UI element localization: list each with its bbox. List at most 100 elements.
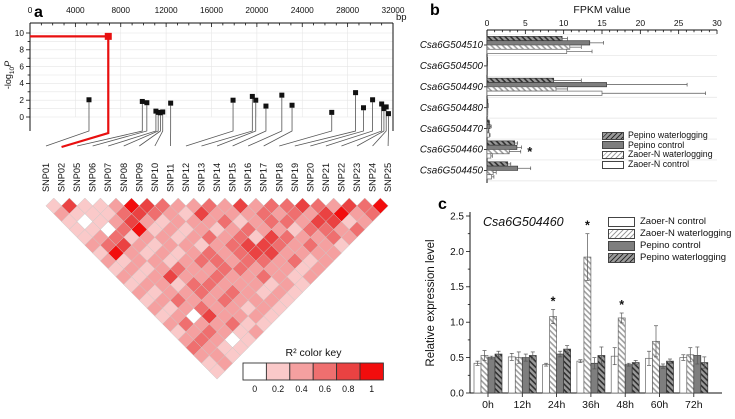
expression-y-axis-label: Relative expression level xyxy=(425,239,437,367)
snp-leader-line xyxy=(247,97,283,147)
expression-legend-swatch xyxy=(608,241,635,251)
fpkm-bar xyxy=(486,123,491,129)
snp-label: SNP22 xyxy=(336,163,346,192)
fpkm-bar xyxy=(486,165,519,171)
fpkm-legend-swatch xyxy=(602,131,624,140)
snp-leader-line xyxy=(123,114,159,147)
fpkm-bar xyxy=(486,140,515,146)
fpkm-legend-swatch xyxy=(602,141,624,150)
expression-bar xyxy=(576,360,585,394)
gene-label: Csa6G504490 xyxy=(420,82,484,93)
snp-label: SNP17 xyxy=(259,163,269,192)
snp-marker xyxy=(144,100,150,106)
x-axis-tick-label: 20 xyxy=(636,18,646,28)
snp-leader-line xyxy=(77,103,143,147)
x-axis-tick-label: 24h xyxy=(548,399,566,411)
fpkm-chart-title: FPKM value xyxy=(573,4,631,16)
gene-label: Csa6G504480 xyxy=(420,103,484,114)
snp-label: SNP25 xyxy=(383,163,393,192)
significance-star: * xyxy=(585,219,590,233)
expression-legend-item: Zaoer-N waterlogging xyxy=(608,228,731,240)
x-axis-tick-label: 32000 xyxy=(381,5,404,15)
snp-leader-line xyxy=(341,106,383,147)
expression-legend-swatch xyxy=(608,253,635,263)
expression-legend-item: Pepino control xyxy=(608,240,731,252)
x-axis-tick-label: 15 xyxy=(597,18,607,28)
fpkm-bar xyxy=(486,174,492,180)
snp-label: SNP12 xyxy=(181,163,191,192)
gene-label: Csa6G504500 xyxy=(420,61,484,72)
snp-marker xyxy=(249,93,255,99)
snp-marker xyxy=(370,97,376,103)
expression-bar xyxy=(473,362,482,394)
fpkm-legend-label: Zaoer-N control xyxy=(628,158,690,169)
color-key-swatch xyxy=(265,362,291,381)
fpkm-legend-swatch xyxy=(602,150,624,159)
x-axis-tick-label: 36h xyxy=(582,399,600,411)
fpkm-bar xyxy=(486,36,563,42)
snp-label: SNP09 xyxy=(134,163,144,192)
x-axis-tick-label: 48h xyxy=(616,399,634,411)
fpkm-bar xyxy=(486,107,489,113)
fpkm-legend-swatch xyxy=(602,160,624,169)
fpkm-bar xyxy=(486,161,509,167)
x-axis-tick-label: 30 xyxy=(712,18,722,28)
y-axis-tick-label: 4 xyxy=(19,78,24,88)
y-axis-tick-label: 0 xyxy=(19,112,24,122)
snp-label: SNP05 xyxy=(72,163,82,192)
color-key-swatch xyxy=(242,362,267,381)
snp-leader-line xyxy=(216,102,257,147)
fpkm-bar xyxy=(486,103,489,109)
snp-leader-line xyxy=(279,114,333,147)
ylabel-variable: P xyxy=(3,60,13,67)
fpkm-bar xyxy=(486,40,591,46)
fpkm-bar xyxy=(486,86,557,92)
x-axis-tick-label: 0 xyxy=(485,18,490,28)
expression-legend-swatch xyxy=(608,229,635,239)
color-key-label: 0.6 xyxy=(319,384,331,394)
y-axis-tick-label: 10 xyxy=(15,28,25,38)
ylabel-subscript: 10 xyxy=(8,66,16,75)
expression-bar xyxy=(542,364,550,394)
panel-b-letter: b xyxy=(430,2,440,19)
snp-label: SNP11 xyxy=(165,164,175,192)
expression-bar xyxy=(521,357,530,394)
x-axis-tick-label: 5 xyxy=(523,18,528,28)
snp-label: SNP20 xyxy=(305,163,315,192)
fpkm-legend-label: Pepino waterlogging xyxy=(628,130,708,140)
gene-label: Csa6G504510 xyxy=(420,40,484,51)
bp-axis-unit-label: bp xyxy=(396,12,407,23)
significance-star: * xyxy=(619,298,624,312)
expression-legend-label: Pepino control xyxy=(640,240,701,251)
snp-marker xyxy=(86,97,92,103)
snp-label: SNP24 xyxy=(368,163,378,192)
fpkm-bar xyxy=(486,82,607,88)
gene-label: Csa6G504450 xyxy=(420,166,484,177)
y-axis-tick-label: 6 xyxy=(19,61,24,71)
expression-bar xyxy=(624,364,633,394)
expression-legend-item: Pepino waterlogging xyxy=(608,252,731,264)
heatmap-cell xyxy=(208,363,226,380)
x-axis-tick-label: 72h xyxy=(685,399,703,411)
fpkm-bar xyxy=(486,132,490,138)
panel-c-letter: c xyxy=(438,196,447,213)
snp-marker xyxy=(139,98,145,104)
snp-label: SNP14 xyxy=(212,163,222,192)
snp-label: SNP10 xyxy=(150,163,160,192)
expression-bar xyxy=(507,356,516,394)
snp-marker xyxy=(329,109,335,115)
highlight-snp-marker xyxy=(104,32,112,40)
color-key-swatch xyxy=(359,362,384,381)
expression-legend-label: Zaoer-N control xyxy=(640,216,706,227)
color-key-label: 0.4 xyxy=(295,384,307,394)
fpkm-bar xyxy=(486,98,489,104)
panel-a-letter: a xyxy=(34,4,43,21)
snp-marker xyxy=(279,92,285,98)
snp-marker xyxy=(230,97,236,103)
snp-label: SNP01 xyxy=(41,163,51,192)
fpkm-bar xyxy=(486,56,488,62)
expression-bar xyxy=(549,316,557,394)
snp-label: SNP08 xyxy=(119,163,129,192)
fpkm-bar xyxy=(486,170,494,176)
manhattan-y-axis-label: -log10P xyxy=(3,45,16,105)
